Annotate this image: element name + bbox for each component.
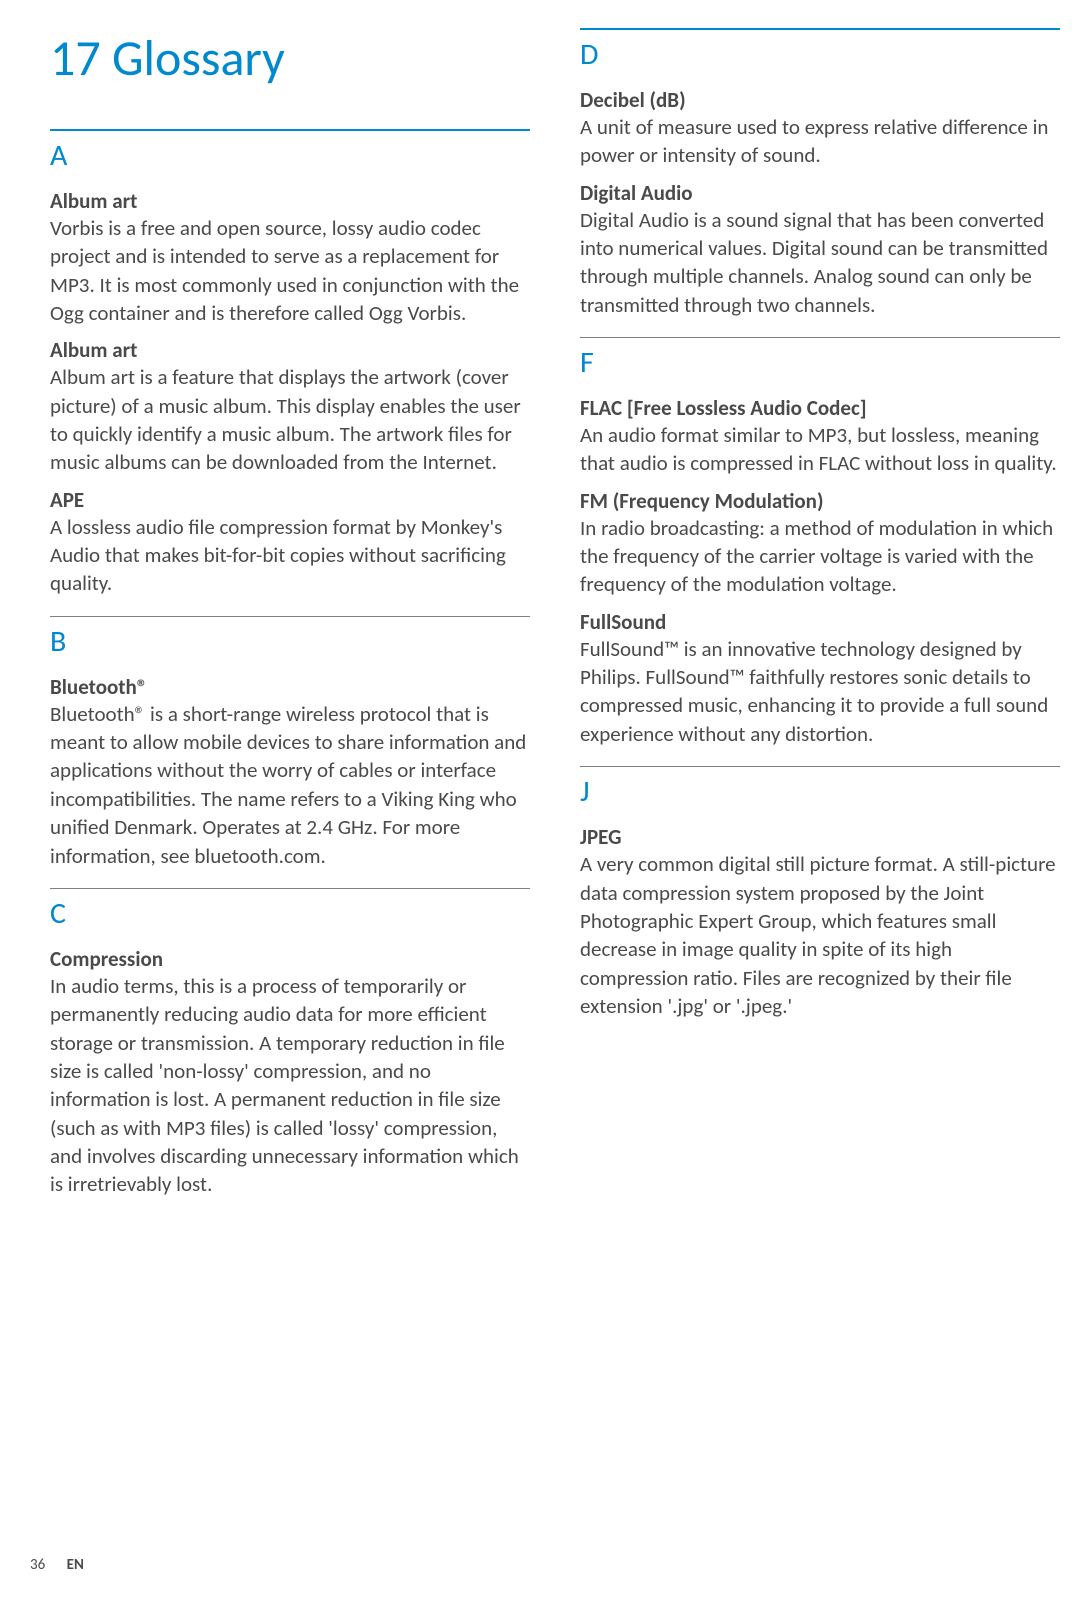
definition: A unit of measure used to express relati… [580, 113, 1060, 170]
page-number: 36 [30, 1556, 45, 1574]
right-column: D Decibel (dB) A unit of measure used to… [580, 28, 1060, 1209]
divider-d [580, 28, 1060, 30]
definition: In audio terms, this is a process of tem… [50, 972, 530, 1199]
chapter-title: 17 Glossary [50, 28, 530, 89]
definition: In radio broadcasting: a method of modul… [580, 514, 1060, 599]
footer: 36 EN [30, 1556, 84, 1574]
term: Bluetooth® [50, 674, 530, 700]
columns-container: 17 Glossary A Album art Vorbis is a free… [50, 28, 1061, 1209]
divider-j [580, 766, 1060, 767]
term: Album art [50, 337, 530, 363]
left-column: 17 Glossary A Album art Vorbis is a free… [50, 28, 530, 1209]
definition: A very common digital still picture form… [580, 850, 1060, 1020]
entry-fullsound: FullSound FullSound™ is an innovative te… [580, 609, 1060, 748]
entry-bluetooth: Bluetooth® Bluetooth® is a short-range w… [50, 674, 530, 870]
definition: An audio format similar to MP3, but loss… [580, 421, 1060, 478]
term: FullSound [580, 609, 1060, 635]
term: FM (Frequency Modulation) [580, 488, 1060, 514]
letter-d: D [580, 36, 1060, 73]
letter-c: C [50, 895, 530, 932]
language-code: EN [67, 1556, 84, 1574]
divider-c [50, 888, 530, 889]
definition: Digital Audio is a sound signal that has… [580, 206, 1060, 319]
definition: Bluetooth® is a short-range wireless pro… [50, 700, 530, 870]
divider-b [50, 616, 530, 617]
term: APE [50, 487, 530, 513]
term: JPEG [580, 824, 1060, 850]
term: Album art [50, 188, 530, 214]
entry-compression: Compression In audio terms, this is a pr… [50, 946, 530, 1199]
term: Compression [50, 946, 530, 972]
entry-decibel: Decibel (dB) A unit of measure used to e… [580, 87, 1060, 170]
letter-f: F [580, 344, 1060, 381]
entry-flac: FLAC [Free Lossless Audio Codec] An audi… [580, 395, 1060, 478]
term: Digital Audio [580, 180, 1060, 206]
definition: Vorbis is a free and open source, lossy … [50, 214, 530, 327]
entry-jpeg: JPEG A very common digital still picture… [580, 824, 1060, 1020]
divider-a [50, 129, 530, 131]
letter-j: J [580, 773, 1060, 810]
entry-album-art-1: Album art Vorbis is a free and open sour… [50, 188, 530, 327]
entry-digital-audio: Digital Audio Digital Audio is a sound s… [580, 180, 1060, 319]
letter-b: B [50, 623, 530, 660]
entry-album-art-2: Album art Album art is a feature that di… [50, 337, 530, 476]
definition: A lossless audio file compression format… [50, 513, 530, 598]
definition: Album art is a feature that displays the… [50, 363, 530, 476]
definition: FullSound™ is an innovative technology d… [580, 635, 1060, 748]
divider-f [580, 337, 1060, 338]
letter-a: A [50, 137, 530, 174]
term: FLAC [Free Lossless Audio Codec] [580, 395, 1060, 421]
entry-ape: APE A lossless audio file compression fo… [50, 487, 530, 598]
term: Decibel (dB) [580, 87, 1060, 113]
entry-fm: FM (Frequency Modulation) In radio broad… [580, 488, 1060, 599]
